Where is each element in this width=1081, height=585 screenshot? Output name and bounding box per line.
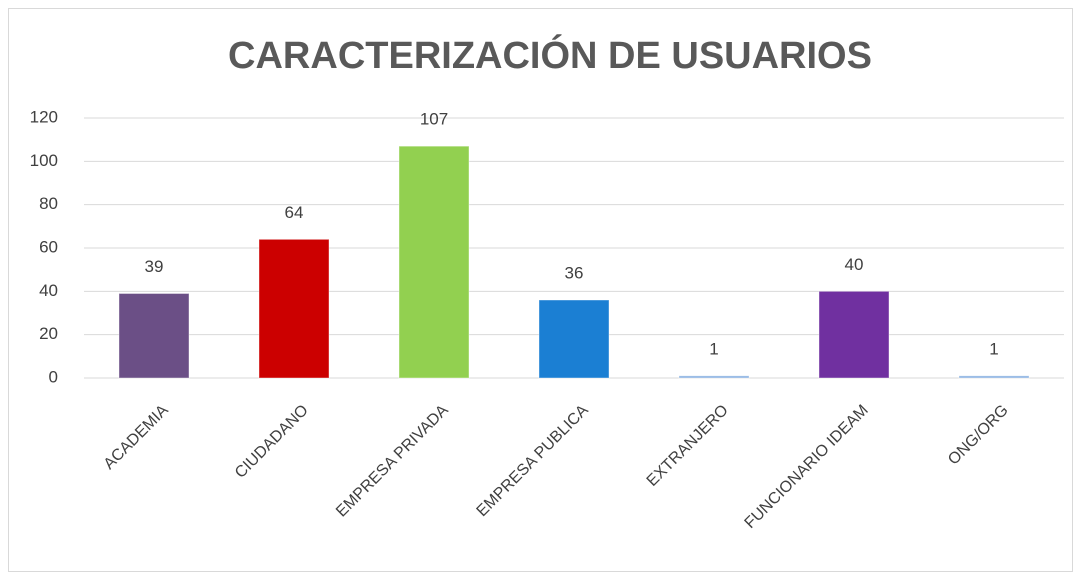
chart-title: CARACTERIZACIÓN DE USUARIOS: [228, 33, 872, 77]
bar: [678, 375, 750, 379]
data-label: 1: [989, 339, 998, 358]
data-label: 39: [145, 257, 164, 276]
y-tick-label: 40: [39, 281, 58, 300]
bar: [118, 293, 190, 379]
data-label: 36: [565, 263, 584, 282]
bar: [398, 145, 470, 379]
data-label: 107: [420, 110, 448, 129]
bar: [958, 375, 1030, 379]
y-tick-label: 20: [39, 324, 58, 343]
chart-border: [8, 8, 1073, 572]
data-label: 64: [285, 203, 304, 222]
y-tick-label: 120: [30, 107, 58, 126]
y-tick-label: 80: [39, 194, 58, 213]
y-tick-label: 0: [49, 367, 58, 386]
bar: [818, 290, 890, 379]
bar: [258, 238, 330, 379]
bar: [538, 299, 610, 379]
data-label: 40: [845, 255, 864, 274]
y-tick-label: 100: [30, 151, 58, 170]
y-tick-label: 60: [39, 237, 58, 256]
data-label: 1: [709, 339, 718, 358]
